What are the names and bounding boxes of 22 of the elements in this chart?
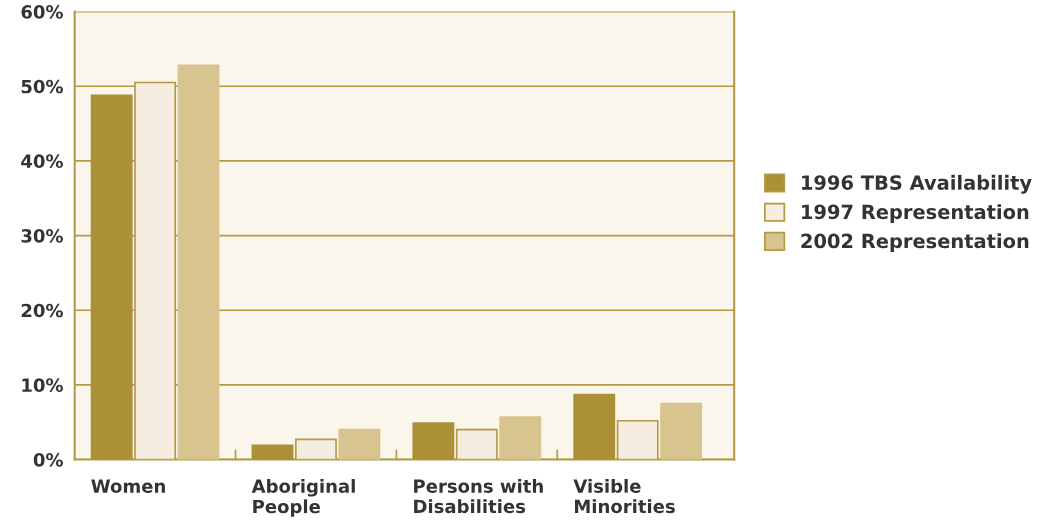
y-tick-label: 10% [22,378,63,392]
bar [338,428,381,460]
legend-label: 2002 Representation [801,233,1029,253]
bar [573,393,616,460]
bar [412,422,455,460]
y-tick-label: 40% [21,154,63,169]
x-tick-label: Women [91,479,165,493]
legend-label: 1997 Representation [802,204,1029,223]
bar [90,94,133,460]
bar [660,402,703,460]
y-tick-label: 0% [33,453,63,467]
y-tick-label: 50% [21,79,63,94]
y-tick-label: 30% [21,229,63,243]
bar [499,416,542,460]
bar [251,444,294,460]
x-tick-label: Persons with Disabilities [414,478,543,514]
y-tick-label: 60% [21,5,63,19]
x-tick-label: Aboriginal People [251,478,355,517]
x-tick-label: Visible Minorities [573,478,675,514]
legend-label: 1996 TBS Availability [802,174,1032,194]
y-tick-label: 20% [21,303,63,318]
bar [177,64,220,460]
